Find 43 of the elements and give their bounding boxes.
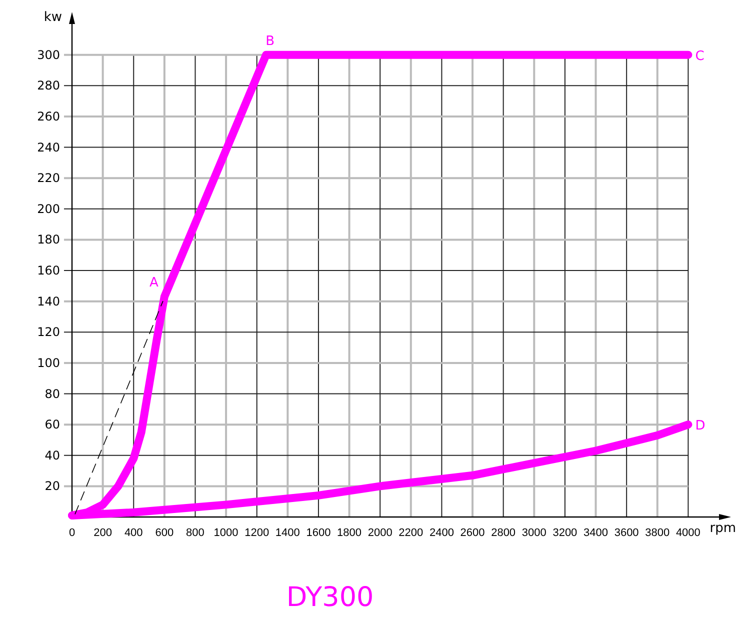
y-tick-label: 300: [37, 48, 60, 62]
x-tick-label: 3400: [584, 527, 608, 539]
x-tick-label: 2200: [398, 527, 424, 539]
y-tick-label: 200: [37, 202, 60, 216]
y-tick-label: 100: [37, 356, 60, 370]
x-tick-label: 2600: [460, 527, 485, 539]
x-tick-label: 2000: [368, 527, 392, 539]
x-tick-label: 1800: [337, 527, 362, 539]
x-tick-label: 0: [68, 527, 76, 539]
y-tick-label: 20: [44, 479, 60, 494]
annotation: D: [695, 418, 706, 434]
y-tick-label: 280: [37, 78, 60, 93]
text: DY300: [286, 582, 374, 613]
y-tick-label: 80: [44, 386, 60, 401]
annotation: C: [695, 48, 704, 64]
y-tick-label: 40: [44, 448, 60, 462]
y-tick-label: 120: [37, 325, 60, 340]
x-tick-label: 4000: [676, 527, 700, 539]
annotation: B: [266, 34, 275, 49]
y-tick-label: 260: [37, 109, 60, 124]
y-axis-title: kw: [44, 10, 62, 25]
x-tick-label: 400: [124, 527, 143, 539]
y-tick-label: 240: [37, 140, 60, 154]
annotation: A: [150, 276, 159, 291]
x-tick-label: 1000: [214, 527, 238, 539]
x-tick-label: 200: [94, 527, 112, 539]
y-tick-label: 140: [37, 294, 60, 308]
x-tick-label: 1400: [275, 527, 300, 539]
y-tick-label: 180: [37, 232, 60, 247]
x-axis-title: rpm: [710, 521, 736, 536]
x-tick-label: 3200: [552, 527, 578, 539]
x-tick-label: 2400: [429, 527, 454, 539]
x-tick-label: 1200: [244, 527, 270, 539]
x-tick-label: 3000: [522, 527, 546, 539]
y-tick-label: 60: [44, 418, 60, 432]
x-tick-label: 3600: [614, 527, 639, 539]
x-tick-label: 600: [155, 527, 174, 539]
y-tick-label: 220: [37, 171, 60, 186]
x-tick-label: 3800: [645, 527, 670, 539]
x-tick-label: 2800: [491, 527, 516, 539]
x-tick-label: 1600: [306, 527, 331, 539]
x-tick-label: 800: [186, 527, 204, 539]
y-tick-label: 160: [37, 264, 60, 278]
